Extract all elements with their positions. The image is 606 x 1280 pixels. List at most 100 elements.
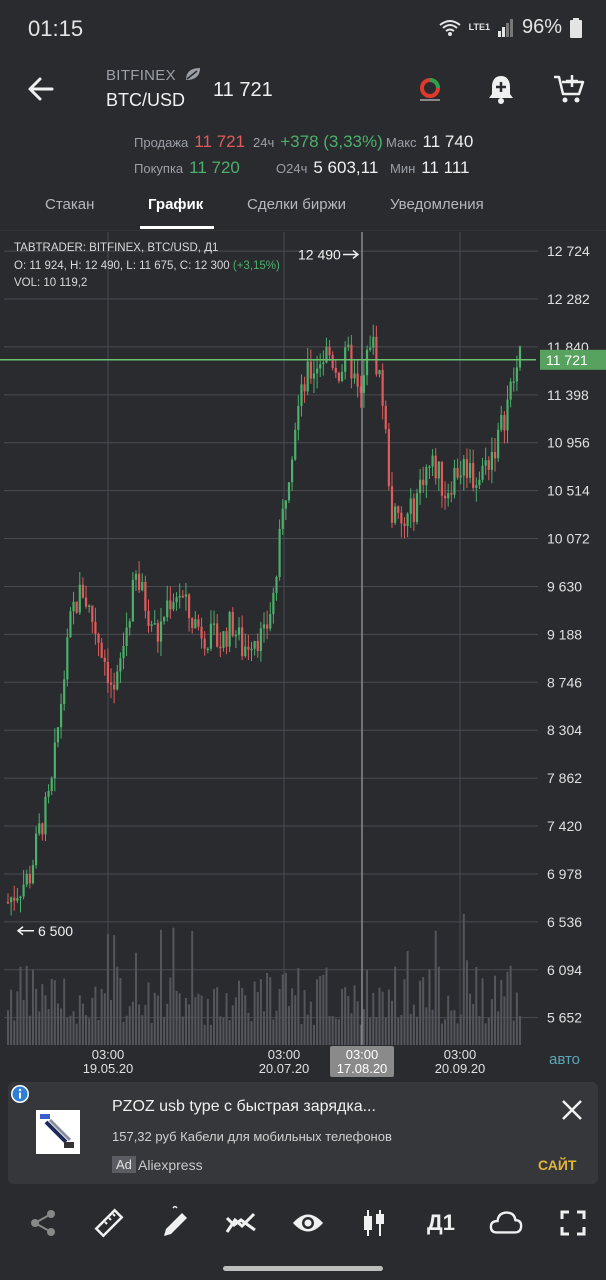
volume-bar [381,991,384,1045]
tab-order-book[interactable]: Стакан [45,196,95,213]
cart-plus-icon [554,75,585,103]
volume-bar [172,927,175,1045]
volume-bar [163,1016,166,1045]
candle-body [187,594,191,619]
candle-body [162,617,166,622]
candle-body [397,506,400,513]
candle-body [28,874,31,884]
x-tick-date: 20.09.20 [435,1061,486,1076]
candle-body [422,479,425,486]
candle-body [31,865,35,884]
volume-bar [128,1006,131,1045]
exchange-logo-icon[interactable] [416,76,444,104]
volume-bar [415,1016,418,1045]
candle-body [281,508,284,529]
volume-bar [347,996,350,1045]
volume-bar [56,1003,59,1045]
candle-body [278,528,281,577]
candle-body [415,493,419,523]
volume-bar [222,1017,225,1045]
usb-cable-icon [40,1114,74,1148]
candle-body [272,592,275,615]
candle-body [347,344,350,348]
volume-bar [397,1018,400,1045]
close-ad-button[interactable] [560,1098,584,1122]
candle-body [59,703,63,728]
draw-button[interactable] [158,1206,192,1240]
volume-bar [81,1003,84,1045]
candles [6,324,522,916]
timeframe-button[interactable]: Д1 [427,1210,455,1235]
volume-bar [512,1020,515,1045]
candle-body [144,581,147,611]
chart-legend: TABTRADER: BITFINEX, BTC/USD, Д1 O: 11 9… [14,240,280,293]
candle-body [297,405,300,430]
back-button[interactable] [24,72,58,106]
x-tick-date: 20.07.20 [259,1061,310,1076]
cloud-button[interactable] [489,1206,523,1240]
y-tick-label: 5 652 [547,1010,582,1026]
volume-bar [47,1009,50,1045]
trading-pair[interactable]: BTC/USD [106,90,186,110]
tab-notifications[interactable]: Уведомления [390,196,484,213]
volume-bar [13,1020,16,1045]
add-alert-button[interactable] [484,72,518,106]
volume-bar [484,1023,487,1045]
candle-body [340,371,344,381]
candle-body [484,460,487,466]
candle-body [13,897,16,901]
ruler-button[interactable] [92,1206,126,1240]
tab-trades[interactable]: Сделки биржи [247,196,347,213]
y-tick-label: 12 282 [547,291,590,307]
candle-body [75,601,78,613]
volume-bar [256,992,259,1045]
info-icon[interactable] [10,1084,30,1104]
visibility-button[interactable] [291,1206,325,1240]
status-bar: 01:15 LTE1 96% [0,0,606,60]
candle-body [237,627,241,635]
add-to-cart-button[interactable] [552,72,586,106]
auto-scale-toggle[interactable]: авто [549,1051,581,1068]
fullscreen-button[interactable] [556,1206,590,1240]
ad-image[interactable] [36,1110,80,1154]
candle-body [106,661,110,683]
volume-bar [131,1001,134,1045]
gesture-nav-bar[interactable] [223,1266,383,1271]
y-tick-label: 11 398 [547,387,589,403]
volume-bar [356,1001,359,1045]
volume-bar [419,980,422,1045]
y-tick-label: 10 514 [547,483,590,499]
tab-chart[interactable]: График [148,196,204,213]
indicators-button[interactable] [224,1206,258,1240]
volume-bar [85,1015,88,1045]
volume-bar [344,987,347,1045]
x-tick-time: 03:00 [92,1047,125,1062]
volume-bar [422,977,425,1045]
volume-bar [69,1015,72,1045]
volume-bar [153,992,156,1045]
volume-bar [412,1004,415,1045]
y-tick-label: 6 094 [547,962,582,978]
volume-bar [269,977,272,1045]
min-value: 11 111 [421,158,470,177]
volume-bar [444,1019,447,1045]
volume-bar [200,995,203,1045]
volume-bar [250,1020,253,1045]
ad-cta-button[interactable]: САЙТ [538,1157,577,1173]
ad-banner[interactable]: PZOZ usb type с быстрая зарядка... 157,3… [8,1082,598,1184]
ad-title[interactable]: PZOZ usb type с быстрая зарядка... [112,1098,376,1115]
candle-body [509,381,512,400]
volume-bar [434,930,437,1045]
volume-bar [284,972,287,1045]
share-button[interactable] [26,1206,60,1240]
candle-body [116,671,119,690]
chart-type-button[interactable] [357,1206,391,1240]
candle-body [122,646,125,659]
candle-body [306,361,309,392]
volume-bar [487,1018,490,1045]
candle-body [56,727,60,743]
y-tick-label: 9 630 [547,578,582,594]
y-tick-label: 7 862 [547,770,582,786]
active-tab-indicator [140,226,214,229]
